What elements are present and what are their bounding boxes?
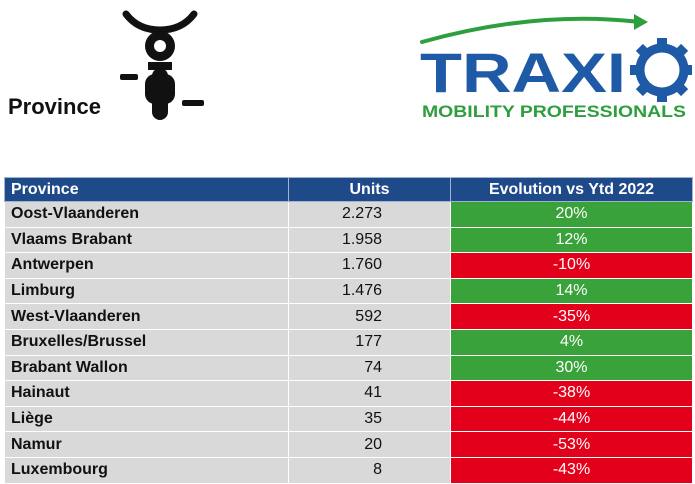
header-province: Province [4, 177, 289, 202]
evolution-cell: 4% [450, 328, 693, 356]
evolution-cell: 14% [450, 277, 693, 305]
table-row: Brabant Wallon 74 30% [4, 354, 693, 382]
province-cell: Antwerpen [4, 252, 289, 279]
units-cell: 2.273 [288, 201, 451, 228]
units-cell: 1.958 [288, 226, 451, 254]
province-cell: Limburg [4, 277, 289, 305]
table-row: West-Vlaanderen 592 -35% [4, 303, 693, 330]
table-row: Hainaut 41 -38% [4, 380, 693, 407]
province-cell: West-Vlaanderen [4, 303, 289, 330]
gear-icon [630, 38, 694, 102]
units-cell: 177 [288, 328, 451, 356]
province-cell: Vlaams Brabant [4, 226, 289, 254]
evolution-cell: -35% [450, 303, 693, 330]
evolution-cell: -53% [450, 431, 693, 458]
evolution-cell: 20% [450, 201, 693, 228]
units-cell: 1.476 [288, 277, 451, 305]
units-cell: 74 [288, 354, 451, 382]
motorbike-front-icon [120, 10, 204, 120]
units-cell: 41 [288, 380, 451, 407]
header-units: Units [288, 177, 451, 202]
province-cell: Namur [4, 431, 289, 458]
province-cell: Bruxelles/Brussel [4, 328, 289, 356]
page-title: Province [8, 94, 101, 119]
table-row: Vlaams Brabant 1.958 12% [4, 226, 693, 254]
traxio-logo: TRAXI MOBILITY PROFESSIONALS [416, 8, 694, 124]
province-cell: Luxembourg [4, 456, 289, 484]
evolution-cell: 30% [450, 354, 693, 382]
evolution-cell: -44% [450, 405, 693, 433]
units-cell: 8 [288, 456, 451, 484]
table-row: Oost-Vlaanderen 2.273 20% [4, 201, 693, 228]
evolution-cell: -10% [450, 252, 693, 279]
table-row: Liège 35 -44% [4, 405, 693, 433]
table-row: Limburg 1.476 14% [4, 277, 693, 305]
units-cell: 592 [288, 303, 451, 330]
province-cell: Liège [4, 405, 289, 433]
province-cell: Brabant Wallon [4, 354, 289, 382]
logo-wordmark: TRAXI [420, 41, 626, 104]
table-row: Namur 20 -53% [4, 431, 693, 458]
logo-tagline: MOBILITY PROFESSIONALS [422, 102, 686, 121]
province-table: Province Units Evolution vs Ytd 2022 Oos… [4, 177, 693, 484]
table-row: Antwerpen 1.760 -10% [4, 252, 693, 279]
header-evolution: Evolution vs Ytd 2022 [450, 177, 693, 202]
province-cell: Oost-Vlaanderen [4, 201, 289, 228]
province-cell: Hainaut [4, 380, 289, 407]
evolution-cell: -43% [450, 456, 693, 484]
table-row: Bruxelles/Brussel 177 4% [4, 328, 693, 356]
table-header-row: Province Units Evolution vs Ytd 2022 [4, 177, 693, 202]
units-cell: 35 [288, 405, 451, 433]
units-cell: 1.760 [288, 252, 451, 279]
table-row: Luxembourg 8 -43% [4, 456, 693, 484]
units-cell: 20 [288, 431, 451, 458]
evolution-cell: -38% [450, 380, 693, 407]
evolution-cell: 12% [450, 226, 693, 254]
